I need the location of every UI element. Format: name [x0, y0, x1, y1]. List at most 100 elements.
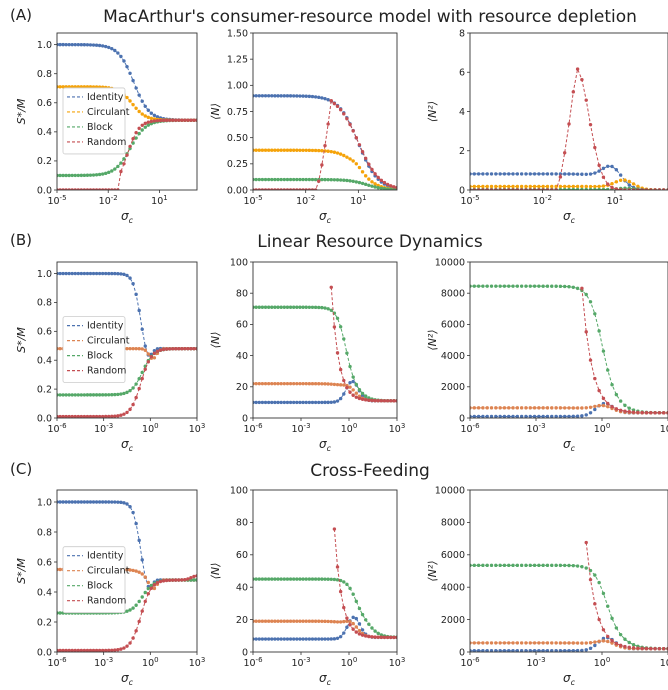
data-point [73, 42, 77, 47]
data-point [376, 398, 380, 403]
data-point [125, 568, 129, 572]
data-point [476, 563, 481, 568]
y-tick-label: 0.8 [37, 298, 52, 309]
data-point [332, 400, 337, 404]
data-point [338, 634, 343, 639]
data-point [103, 44, 108, 49]
data-point [584, 641, 588, 645]
data-point [317, 400, 321, 405]
chart-C1: 0.0 0.2 0.4 0.6 0.8 1.0 10-6 10-3 100 103 σc S*/M Id… [15, 489, 206, 687]
data-point [485, 284, 489, 288]
data-point [323, 96, 327, 101]
data-point [279, 148, 283, 152]
chart-A1: 0.0 0.2 0.4 0.6 0.8 1.0 10-5 10-2 101 σc S*/M Ident… [15, 32, 198, 225]
data-point [498, 414, 502, 418]
data-point [580, 184, 584, 189]
data-point [545, 414, 550, 418]
x-tick-label: 10-3 [526, 656, 545, 669]
y-axis-label: ⟨N⟩ [209, 332, 222, 349]
data-point [610, 185, 614, 190]
data-point [79, 271, 84, 276]
data-point [270, 637, 274, 641]
data-point [507, 563, 511, 568]
data-point [140, 572, 144, 576]
data-point [307, 637, 312, 641]
data-point [335, 399, 340, 403]
data-point [515, 406, 520, 410]
data-point [502, 184, 507, 189]
data-point [254, 637, 258, 641]
data-point [494, 649, 498, 652]
data-point [342, 619, 346, 624]
data-point [257, 148, 261, 152]
x-tick-label: 103 [189, 656, 206, 669]
data-point [276, 177, 280, 182]
data-point [310, 305, 315, 309]
data-point [146, 360, 151, 364]
data-point [519, 184, 524, 189]
data-point [67, 173, 71, 178]
data-point [76, 648, 81, 652]
data-point [67, 393, 71, 397]
data-point [91, 393, 96, 397]
data-point [110, 648, 114, 652]
x-tick-label: 10-3 [291, 422, 310, 435]
data-point [601, 175, 606, 179]
data-point [107, 414, 111, 418]
data-point [593, 184, 597, 189]
data-point [618, 188, 623, 190]
y-tick-label: 0.6 [37, 98, 52, 109]
data-point [183, 577, 187, 582]
data-point [342, 392, 346, 396]
data-point [511, 414, 515, 418]
data-point [270, 619, 274, 623]
data-point [502, 641, 507, 645]
data-point [298, 400, 302, 405]
data-point [575, 172, 580, 176]
data-point [627, 645, 631, 650]
data-point [119, 392, 123, 396]
data-point [485, 414, 489, 418]
data-point [354, 616, 359, 621]
data-point [584, 540, 588, 545]
data-point [545, 284, 550, 288]
data-point [158, 579, 163, 584]
chart-C3: 0 2000 4000 6000 8000 10000 10-6 10-3 100 103 σc ⟨N… [426, 485, 668, 687]
data-point [502, 406, 507, 410]
data-point [502, 414, 507, 418]
data-point [367, 398, 371, 402]
data-point [94, 648, 99, 652]
data-point [515, 649, 520, 652]
data-point [128, 505, 132, 509]
data-point [370, 180, 374, 184]
data-point [392, 635, 396, 640]
data-point [597, 639, 601, 643]
data-point [291, 381, 296, 386]
data-point [606, 404, 610, 409]
data-point [532, 414, 537, 418]
data-point [131, 402, 135, 407]
data-point [360, 391, 365, 396]
data-point [584, 566, 588, 570]
data-point [134, 395, 138, 400]
data-point [186, 346, 190, 351]
data-point [382, 187, 387, 190]
y-axis-label: ⟨N⟩ [209, 563, 222, 580]
data-point [489, 414, 494, 418]
data-point [304, 94, 308, 98]
legend-entry: Block [87, 351, 113, 362]
data-point [76, 500, 81, 504]
y-tick-label: 0.2 [37, 156, 52, 167]
data-point [528, 649, 532, 652]
data-point [177, 118, 181, 122]
data-point [498, 641, 502, 645]
y-tick-label: 0.8 [37, 527, 52, 538]
data-point [270, 577, 274, 581]
data-point [494, 563, 498, 568]
y-tick-label: 6 [459, 68, 465, 79]
data-point [367, 162, 371, 166]
data-point [661, 411, 666, 415]
series-random [332, 527, 397, 640]
data-point [554, 172, 558, 176]
data-point [128, 641, 132, 645]
